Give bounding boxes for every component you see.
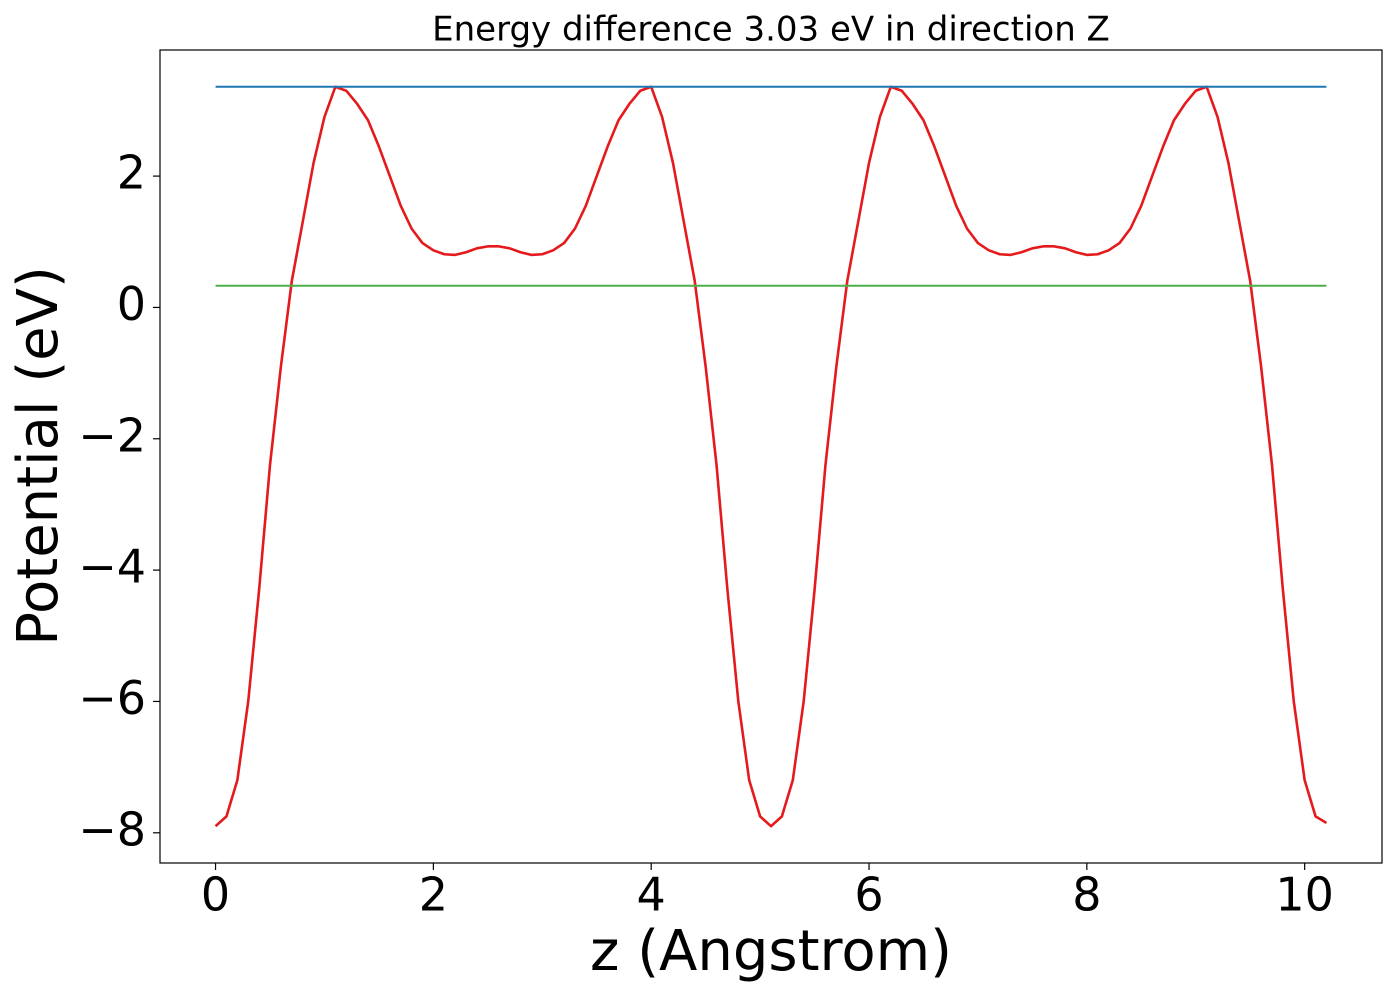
- x-tick-label: 2: [419, 868, 448, 922]
- line-series: [214, 85, 1328, 828]
- x-tick-label: 0: [201, 868, 230, 922]
- plot-frame: [159, 49, 1383, 864]
- x-tick-label: 8: [1072, 868, 1101, 922]
- y-axis-label: Potential (eV): [6, 266, 71, 646]
- x-tick-label: 10: [1275, 868, 1334, 922]
- chart-title: Energy difference 3.03 eV in direction Z: [432, 10, 1110, 50]
- x-tick-label: 4: [637, 868, 666, 922]
- y-tick-label: −6: [78, 671, 146, 725]
- x-tick-label: 6: [854, 868, 883, 922]
- y-tick-label: −2: [78, 408, 146, 462]
- y-tick-label: 0: [117, 277, 146, 331]
- y-tick-label: −8: [78, 802, 146, 856]
- y-tick-label: 2: [117, 146, 146, 200]
- y-tick-label: −4: [78, 540, 146, 594]
- x-axis-label: z (Angstrom): [590, 919, 952, 984]
